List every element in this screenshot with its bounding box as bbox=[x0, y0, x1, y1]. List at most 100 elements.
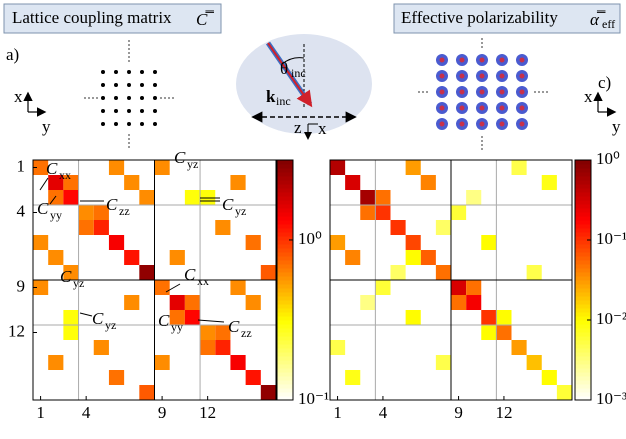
colorbar-step bbox=[575, 340, 591, 345]
annotation-subscript: yz bbox=[235, 204, 246, 218]
cell bbox=[330, 235, 345, 250]
cell bbox=[345, 175, 360, 190]
colorbar-tick-label: 10⁰ bbox=[298, 229, 322, 248]
colorbar-step bbox=[277, 324, 293, 329]
colorbar-step bbox=[277, 272, 293, 277]
colorbar-step bbox=[277, 260, 293, 265]
colorbar-step bbox=[277, 180, 293, 185]
colorbar-step bbox=[277, 220, 293, 225]
colorbar-step bbox=[575, 208, 591, 213]
colorbar-step bbox=[575, 188, 591, 193]
lattice-dot bbox=[127, 96, 131, 100]
cell bbox=[481, 325, 496, 340]
cell bbox=[345, 250, 360, 265]
lattice-dot bbox=[101, 70, 105, 74]
colorbar-step bbox=[277, 296, 293, 301]
particle-core bbox=[460, 58, 465, 63]
colorbar-step bbox=[575, 344, 591, 349]
lattice-dot bbox=[101, 96, 105, 100]
theta-subscript: inc bbox=[291, 66, 306, 80]
cell bbox=[406, 250, 421, 265]
particle-core bbox=[520, 90, 525, 95]
cell bbox=[155, 355, 170, 370]
colorbar-step bbox=[575, 360, 591, 365]
lattice-dot bbox=[101, 122, 105, 126]
colorbar-step bbox=[277, 232, 293, 237]
particle-core bbox=[480, 106, 485, 111]
colorbar-step bbox=[575, 252, 591, 257]
lattice-dot bbox=[140, 122, 144, 126]
lattice-dot bbox=[127, 122, 131, 126]
annotation-symbol: C bbox=[46, 159, 58, 178]
colorbar-step bbox=[277, 340, 293, 345]
colorbar-step bbox=[575, 200, 591, 205]
axis-label: x bbox=[584, 87, 593, 106]
annotation-subscript: zz bbox=[241, 326, 252, 340]
colorbar-step bbox=[277, 320, 293, 325]
cell bbox=[139, 190, 154, 205]
colorbar-step bbox=[277, 160, 293, 165]
axis-label: y bbox=[42, 117, 51, 136]
theta-label: θ bbox=[280, 59, 288, 78]
colorbar-step bbox=[277, 376, 293, 381]
cell bbox=[246, 370, 261, 385]
cell bbox=[109, 235, 124, 250]
cell bbox=[185, 310, 200, 325]
lattice-dot bbox=[140, 96, 144, 100]
colorbar-step bbox=[575, 264, 591, 269]
colorbar-step bbox=[277, 348, 293, 353]
colorbar-step bbox=[277, 252, 293, 257]
cell bbox=[155, 280, 170, 295]
particle-core bbox=[520, 74, 525, 79]
particle-core bbox=[520, 122, 525, 127]
colorbar-step bbox=[277, 264, 293, 269]
colorbar-step bbox=[277, 364, 293, 369]
cell bbox=[185, 295, 200, 310]
cell bbox=[466, 190, 481, 205]
colorbar-step bbox=[277, 248, 293, 253]
particle-core bbox=[480, 58, 485, 63]
colorbar-step bbox=[277, 380, 293, 385]
lattice-dot bbox=[153, 70, 157, 74]
cell bbox=[261, 385, 276, 400]
x-tick-label: 4 bbox=[82, 403, 91, 422]
cell bbox=[436, 220, 451, 235]
axis-label: y bbox=[612, 117, 621, 136]
cell bbox=[527, 355, 542, 370]
particle-core bbox=[440, 106, 445, 111]
cell bbox=[139, 385, 154, 400]
cell bbox=[481, 235, 496, 250]
colorbar-step bbox=[277, 172, 293, 177]
colorbar-step bbox=[277, 228, 293, 233]
lattice-dot bbox=[114, 70, 118, 74]
lattice-dot bbox=[140, 109, 144, 113]
colorbar-step bbox=[575, 272, 591, 277]
colorbar-step bbox=[575, 260, 591, 265]
colorbar-step bbox=[277, 352, 293, 357]
colorbar-step bbox=[575, 308, 591, 313]
y-tick-label: 12 bbox=[8, 321, 25, 340]
particle-core bbox=[480, 74, 485, 79]
cell bbox=[155, 160, 170, 175]
cell bbox=[124, 295, 139, 310]
particle-core bbox=[440, 122, 445, 127]
cell bbox=[48, 250, 63, 265]
cell bbox=[79, 205, 94, 220]
colorbar-step bbox=[575, 312, 591, 317]
colorbar-step bbox=[575, 204, 591, 209]
lattice-dot bbox=[127, 70, 131, 74]
lattice-dot bbox=[127, 109, 131, 113]
colorbar-step bbox=[277, 312, 293, 317]
panel-label: a) bbox=[6, 45, 19, 64]
colorbar-step bbox=[575, 372, 591, 377]
colorbar-step bbox=[575, 160, 591, 165]
colorbar-step bbox=[277, 168, 293, 173]
cell bbox=[63, 325, 78, 340]
x-tick-label: 4 bbox=[379, 403, 388, 422]
cell bbox=[496, 310, 511, 325]
y-tick-label: 9 bbox=[17, 276, 26, 295]
colorbar-step bbox=[575, 180, 591, 185]
cell bbox=[375, 280, 390, 295]
cell bbox=[542, 175, 557, 190]
colorbar-step bbox=[277, 308, 293, 313]
